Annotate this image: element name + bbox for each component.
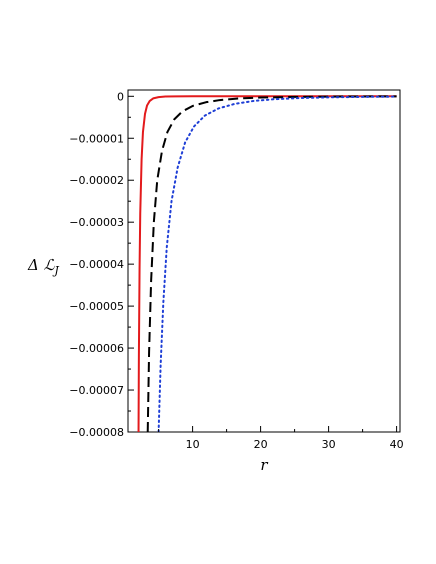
y-tick-label: −0.00006 (69, 342, 124, 355)
y-tick-label: 0 (117, 90, 124, 103)
y-tick-label: −0.00003 (69, 216, 124, 229)
x-axis-label: r (260, 456, 268, 474)
y-axis-label-subscript: J (52, 264, 59, 277)
series-line-dashed (146, 95, 397, 432)
series-line-solid (137, 95, 397, 432)
y-axis-label-main: Δ ℒ (27, 256, 56, 274)
x-tick-label: 40 (390, 438, 404, 451)
y-tick-label: −0.00008 (69, 426, 124, 439)
y-tick-label: −0.00004 (69, 258, 124, 271)
series-layer (137, 95, 398, 432)
plot-area (127, 89, 401, 433)
x-axis: 10 20 30 40 (158, 426, 404, 451)
x-tick-label: 30 (322, 438, 336, 451)
y-tick-label: −0.00005 (69, 300, 124, 313)
y-axis-label: Δ ℒJ (27, 256, 59, 277)
x-tick-label: 10 (186, 438, 200, 451)
plot-frame (127, 89, 401, 433)
y-tick-label: −0.00001 (69, 132, 124, 145)
x-tick-label: 20 (254, 438, 268, 451)
y-tick-label: −0.00002 (69, 174, 124, 187)
series-line-dotted (157, 95, 398, 432)
y-tick-label: −0.00007 (69, 384, 124, 397)
y-axis: 0 −0.00001 −0.00002 −0.00003 −0.00004 −0.0000… (69, 90, 134, 439)
